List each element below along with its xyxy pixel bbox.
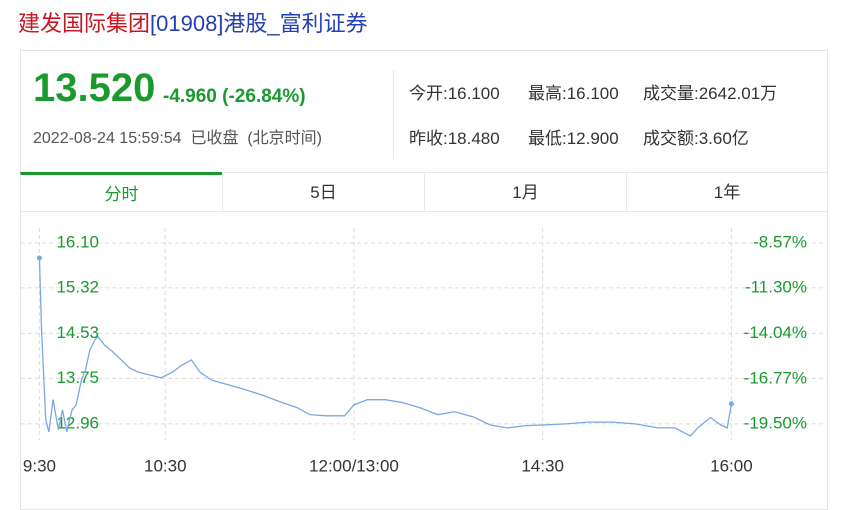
x-tick-label: 9:30: [23, 456, 56, 475]
y-tick-label: 16.10: [56, 232, 99, 251]
price: 13.520: [33, 66, 156, 110]
y-tick-label: 13.75: [56, 368, 99, 387]
title-rest[interactable]: [01908]港股_富利证券: [150, 11, 368, 36]
y-tick-label: 14.53: [56, 323, 99, 342]
stat: 最高:16.100: [528, 84, 619, 103]
price-line: [38, 257, 733, 437]
x-tick-label: 16:00: [710, 456, 753, 475]
x-tick-label: 14:30: [521, 456, 564, 475]
result-title[interactable]: 建发国际集团[01908]港股_富利证券: [18, 6, 368, 38]
x-tick-label: 12:00/13:00: [309, 456, 399, 475]
y2-tick-label: -14.04%: [744, 323, 807, 342]
page: 建发国际集团[01908]港股_富利证券 13.520 -4.960 (-26.…: [18, 6, 828, 510]
title-highlight[interactable]: 建发国际集团: [18, 11, 151, 36]
y-tick-label: 15.32: [56, 277, 99, 296]
stat: 昨收:18.480: [409, 129, 500, 148]
stat: 成交额:3.60亿: [643, 129, 749, 148]
point: [36, 255, 42, 261]
tab[interactable]: 5日: [222, 172, 424, 212]
tab[interactable]: 分时: [20, 172, 222, 212]
y2-tick-label: -16.77%: [744, 368, 807, 387]
point: [728, 401, 734, 407]
y-tick-label: 12.96: [56, 413, 99, 432]
divider: [393, 70, 394, 158]
y2-tick-label: -11.30%: [745, 278, 807, 297]
x-tick-label: 10:30: [144, 456, 187, 475]
stat: 今开:16.100: [409, 84, 500, 103]
chart: 16.10 15.32 14.53 13.75 12.96 -8.57% -11.30% -1…: [21, 228, 827, 475]
tab[interactable]: 1月: [424, 172, 626, 212]
quote-time: 2022-08-24 15:59:54 已收盘 (北京时间): [33, 130, 323, 147]
tab[interactable]: 1年: [626, 172, 828, 212]
stat: 成交量:2642.01万: [643, 84, 778, 103]
y2-tick-label: -19.50%: [744, 413, 807, 432]
change: -4.960 (-26.84%): [163, 86, 306, 107]
stat: 最低:12.900: [528, 129, 619, 148]
y2-tick-label: -8.57%: [753, 233, 807, 252]
